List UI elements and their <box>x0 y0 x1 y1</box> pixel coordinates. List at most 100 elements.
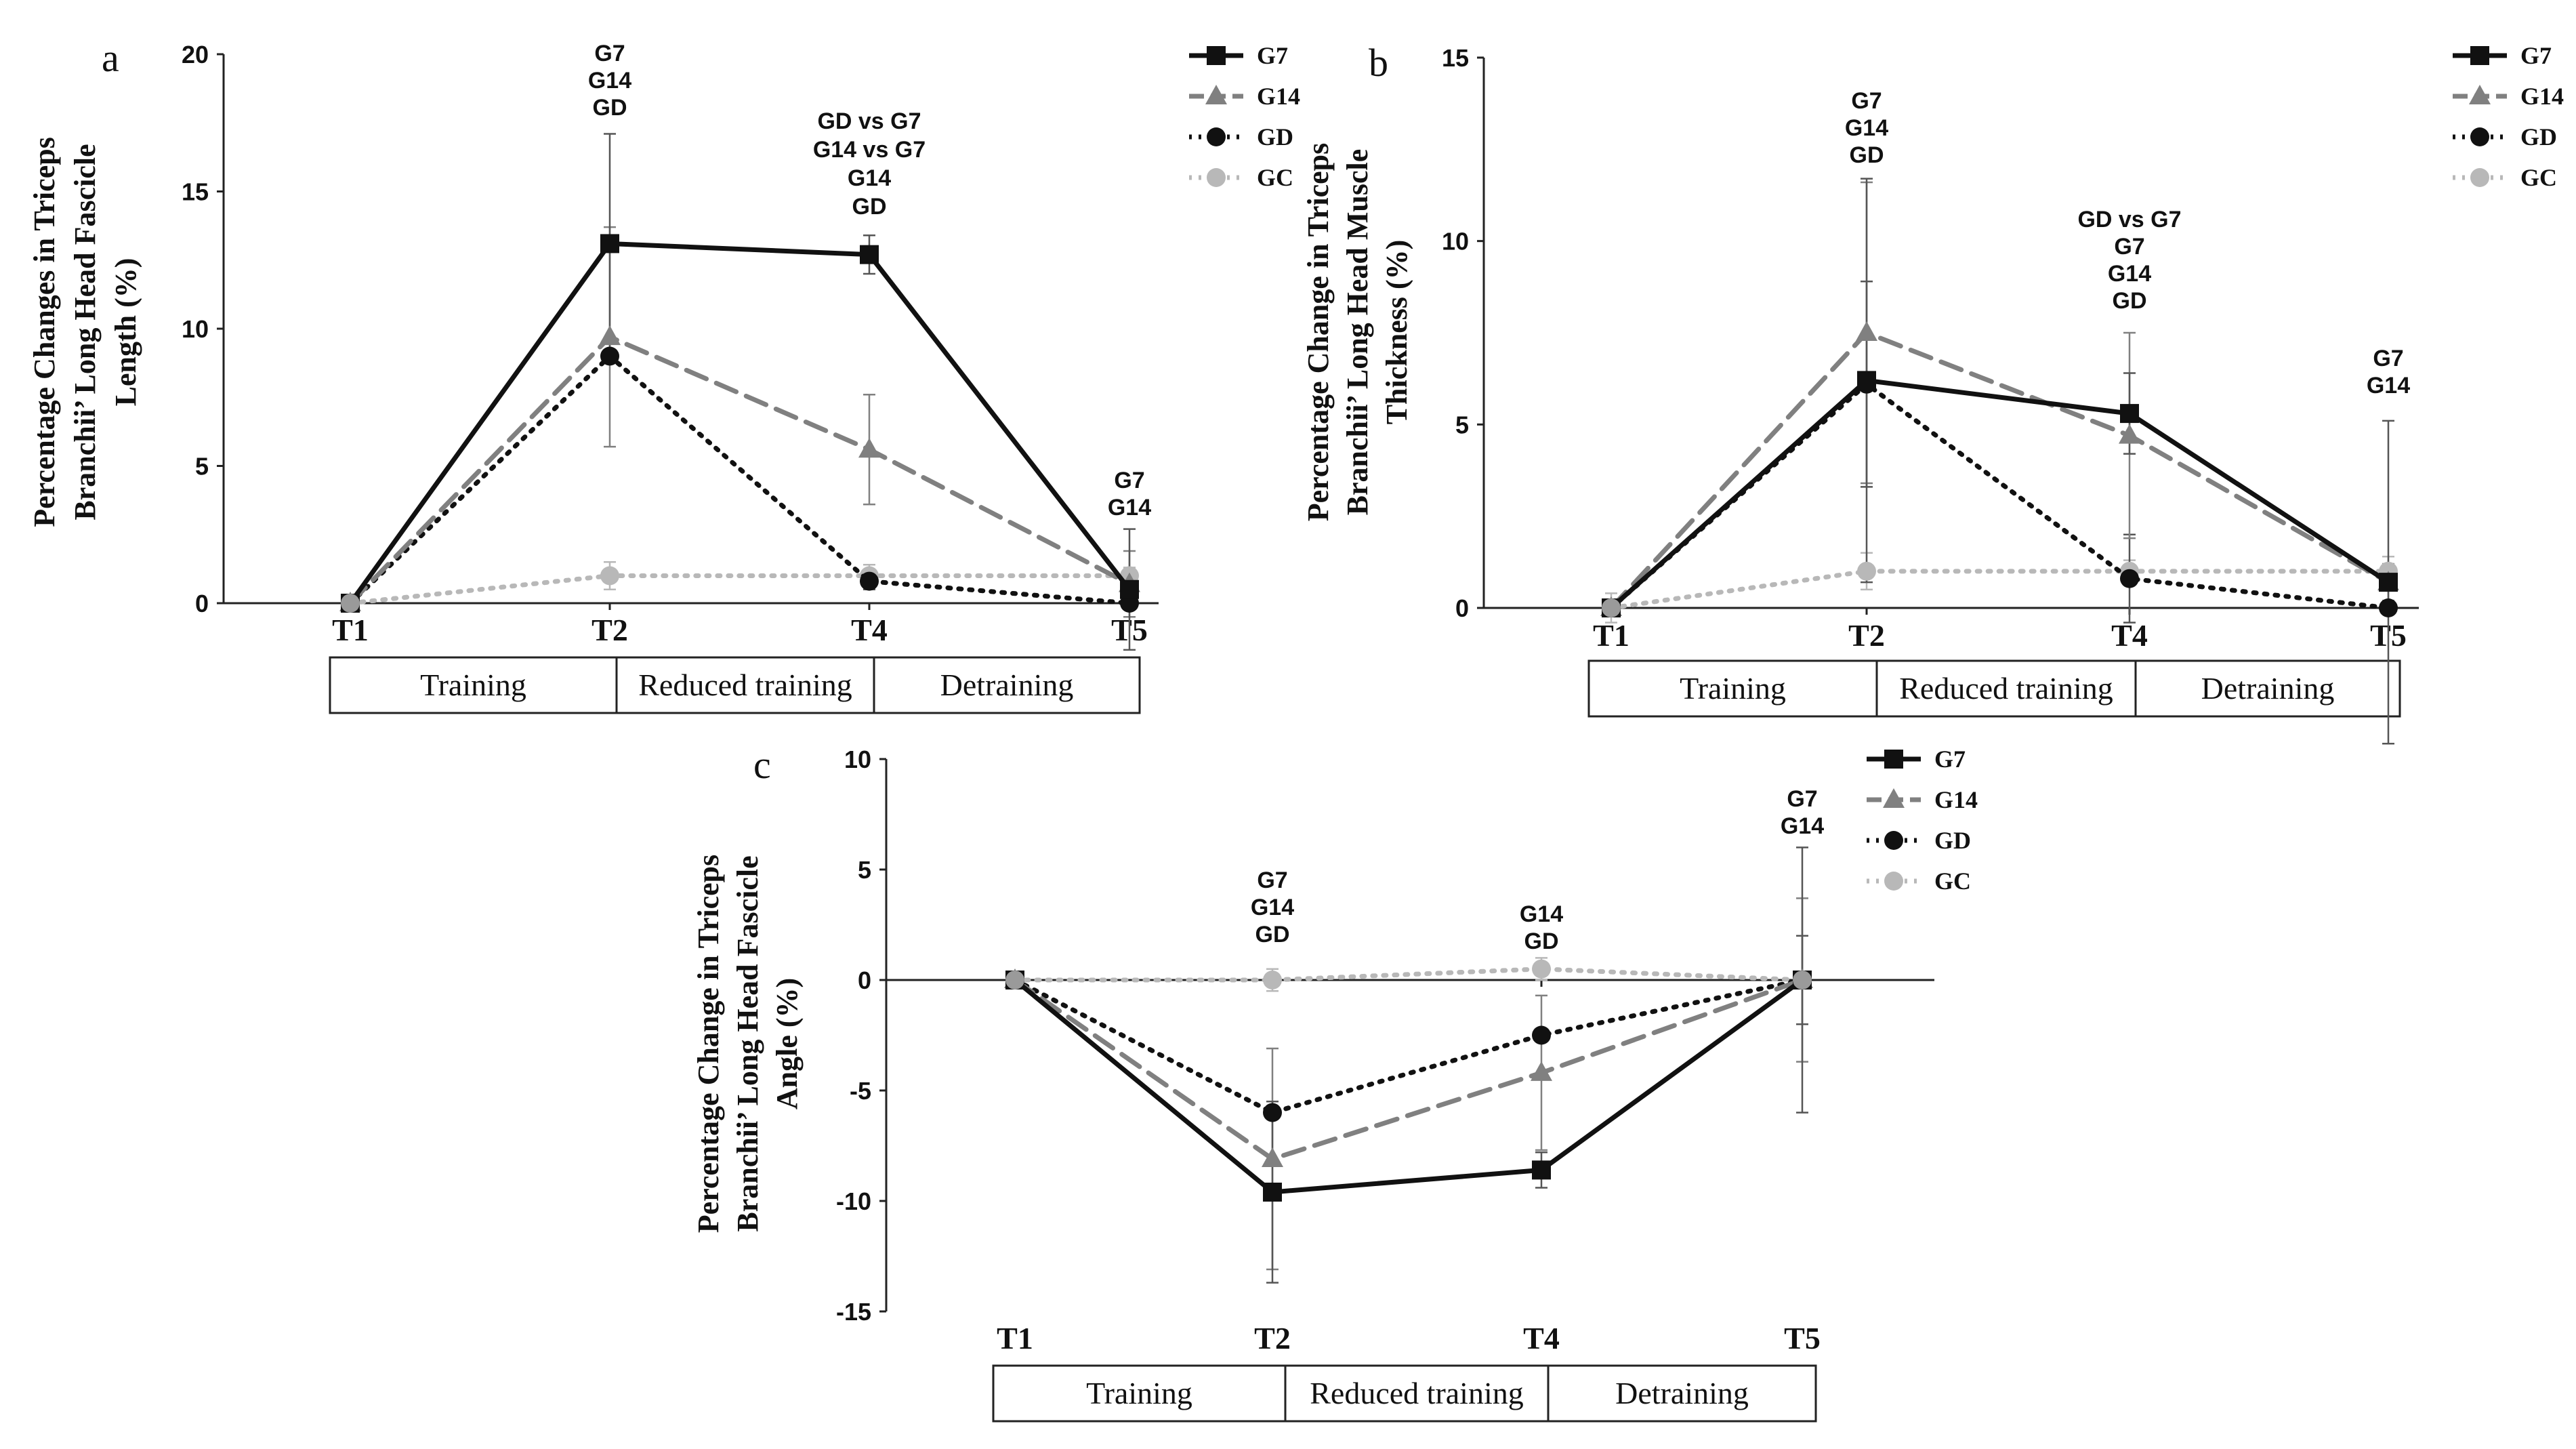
y-axis-label-line: Angle (%) <box>770 978 804 1109</box>
y-axis-label-line: Thickness (%) <box>1380 240 1413 425</box>
chart-panel-a: a Percentage Changes in Triceps Branchii’ … <box>28 36 1300 714</box>
legend-swatch-marker <box>1884 750 1903 769</box>
significance-label: G7 <box>2373 346 2403 371</box>
y-tick-label: 15 <box>182 178 209 206</box>
series-line <box>348 334 1132 606</box>
legend-label: GC <box>2520 164 2557 191</box>
y-tick-label: 10 <box>844 746 871 773</box>
significance-label: G14 <box>1520 901 1563 927</box>
x-tick-label: T4 <box>1523 1321 1560 1355</box>
data-point <box>860 245 879 264</box>
significance-label: G14 vs G7 <box>813 137 926 163</box>
legend-label: GC <box>1257 164 1293 191</box>
series-line <box>1608 330 2391 611</box>
legend-swatch-marker <box>1205 85 1227 104</box>
y-tick-label: 20 <box>182 41 209 68</box>
data-point <box>858 438 880 458</box>
series-gd <box>1602 374 2398 617</box>
legend-label: GD <box>1257 123 1293 150</box>
legend-label: G14 <box>1934 786 1978 813</box>
error-bars-gc <box>1605 552 2394 624</box>
legend-swatch-marker <box>1884 872 1903 891</box>
legend-label: G7 <box>1257 42 1288 69</box>
significance-label: G14 <box>2108 261 2151 287</box>
y-tick-label: -15 <box>836 1298 871 1326</box>
series-line <box>348 241 1132 606</box>
phase-label: Reduced training <box>638 668 852 702</box>
significance-label: GD vs G7 <box>2077 207 2181 232</box>
legend-label: G14 <box>1257 83 1300 110</box>
x-tick-label: T2 <box>1254 1321 1291 1355</box>
significance-label: G14 <box>2367 373 2410 399</box>
x-tick-label: T1 <box>332 613 369 647</box>
series-line <box>1012 977 1805 1195</box>
significance-label: GD <box>852 194 887 220</box>
legend-label: G14 <box>2520 83 2564 110</box>
panel-label-c: c <box>753 743 771 787</box>
series-line <box>1608 382 2391 611</box>
y-tick-label: 15 <box>1442 44 1469 72</box>
y-tick-label: 0 <box>195 590 209 617</box>
x-tick-label: T4 <box>851 613 888 647</box>
significance-label: GD <box>2113 288 2147 314</box>
series-line <box>1608 377 2391 611</box>
significance-label: G7 <box>1851 88 1882 114</box>
legend-swatch-marker <box>2470 168 2489 187</box>
data-point <box>2119 424 2140 444</box>
y-tick-label: -10 <box>836 1187 871 1215</box>
origin-point <box>1793 971 1812 989</box>
legend-label: GC <box>1934 868 1971 895</box>
origin-point <box>1005 971 1024 989</box>
y-tick-label: 10 <box>182 315 209 343</box>
data-point <box>1263 1182 1282 1202</box>
phase-label: Reduced training <box>1899 671 2113 706</box>
x-tick-label: T5 <box>1784 1321 1821 1355</box>
y-tick-label: 0 <box>858 966 871 994</box>
legend-swatch-marker <box>1207 46 1226 65</box>
significance-label: G14 <box>1781 813 1824 839</box>
data-point <box>1262 1147 1283 1168</box>
data-point <box>600 346 619 366</box>
series-gd <box>1005 971 1812 1122</box>
x-tick-label: T2 <box>591 613 628 647</box>
chart-panel-c: c Percentage Change in Triceps Branchii’ L… <box>692 743 1978 1423</box>
significance-label: GD <box>593 95 627 121</box>
x-tick-label: T4 <box>2111 618 2148 653</box>
series-g7 <box>341 234 1139 613</box>
significance-label: G7 <box>1787 786 1817 812</box>
phase-label: Training <box>1680 671 1786 706</box>
significance-label: GD <box>1255 922 1290 947</box>
data-point <box>1857 561 1876 581</box>
x-tick-label: T1 <box>1593 618 1629 653</box>
y-axis-label-line: Branchii’ Long Head Fascicle <box>731 855 764 1231</box>
phase-label: Training <box>1086 1376 1192 1410</box>
data-point <box>1856 321 1877 341</box>
data-point <box>2120 404 2139 424</box>
significance-label: G14 <box>1108 495 1151 521</box>
series-line <box>1608 569 2391 611</box>
data-point <box>2120 569 2139 588</box>
y-tick-label: 10 <box>1442 228 1469 256</box>
y-axis-label-line: Branchii’ Long Head Fascicle <box>68 144 102 520</box>
data-point <box>1532 1025 1551 1045</box>
legend: G7 G14 GD GC <box>2453 42 2564 191</box>
legend-swatch-marker <box>1884 831 1903 850</box>
series-line <box>1012 977 1805 1162</box>
error-bars-gc <box>344 561 1136 610</box>
x-tick-label: T2 <box>1848 618 1885 653</box>
data-point <box>1532 1160 1551 1180</box>
legend-label: G7 <box>2520 42 2552 69</box>
y-axis-label-line: Percentage Change in Triceps <box>692 855 725 1233</box>
significance-label: G7 <box>594 41 625 66</box>
significance-label: GD <box>1524 928 1559 954</box>
legend-swatch-marker <box>2470 46 2489 65</box>
phase-box <box>1547 1364 1817 1423</box>
legend: G7 G14 GD GC <box>1189 42 1300 191</box>
data-point <box>2379 573 2398 592</box>
y-tick-label: 5 <box>195 453 209 481</box>
significance-label: G7 <box>1114 468 1144 493</box>
legend: G7 G14 GD GC <box>1867 746 1978 895</box>
origin-point <box>1602 598 1621 617</box>
legend-label: GD <box>1934 827 1971 854</box>
data-point <box>600 566 619 586</box>
